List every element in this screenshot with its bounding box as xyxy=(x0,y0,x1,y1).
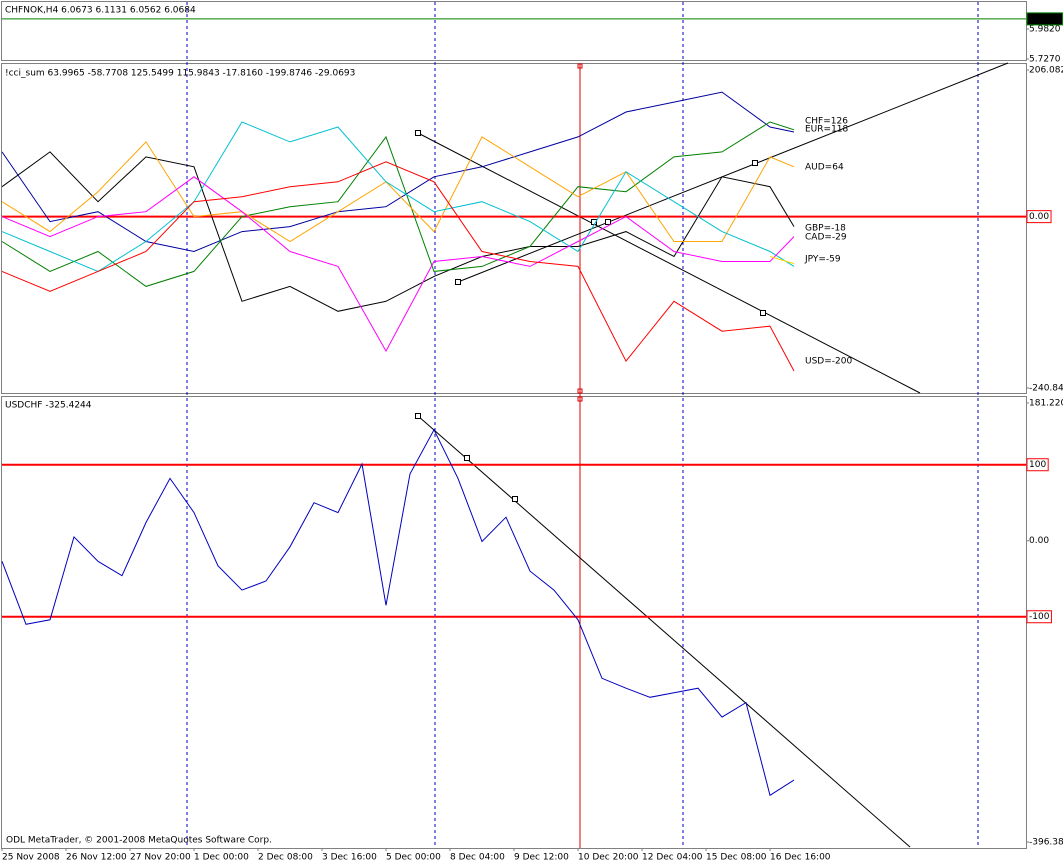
series-line xyxy=(1,121,795,272)
x-tick-label: 1 Dec 00:00 xyxy=(194,853,249,863)
x-tick-label: 10 Dec 20:00 xyxy=(578,853,639,863)
x-tick-label: 12 Dec 04:00 xyxy=(642,853,703,863)
trend-anchor xyxy=(415,413,421,419)
series-label: CAD=-29 xyxy=(805,233,847,243)
x-tick-label: 26 Nov 12:00 xyxy=(66,853,127,863)
pane-frame xyxy=(1,1,1027,61)
period-separators xyxy=(186,2,979,848)
trend-lines xyxy=(415,62,1009,848)
x-tick-label: 16 Dec 16:00 xyxy=(770,853,831,863)
series-label: AUD=64 xyxy=(805,163,844,173)
x-tick-label: 5 Dec 00:00 xyxy=(386,853,441,863)
series-line xyxy=(1,161,795,372)
trend-anchor xyxy=(605,219,611,225)
y-tick-label: -240.840 xyxy=(1029,384,1063,394)
level-box xyxy=(1026,610,1052,624)
level-box xyxy=(1026,458,1049,472)
pane-title: CHFNOK,H4 6.0673 6.1131 6.0562 6.0684 xyxy=(5,6,196,16)
y-tick-label: 206.0820 xyxy=(1029,66,1063,76)
series-label: GBP=-18 xyxy=(805,224,846,234)
series-label: JPY=-59 xyxy=(804,255,841,265)
vertical-marker xyxy=(577,63,583,848)
x-tick-label: 25 Nov 2008 xyxy=(2,853,60,863)
series-line xyxy=(769,256,795,265)
series-label: USD=-200 xyxy=(805,357,852,367)
y-tick-label: 5.9820 xyxy=(1029,25,1061,35)
level-label: 100 xyxy=(1029,460,1046,470)
y-tick-label: 5.7270 xyxy=(1029,55,1061,65)
x-tick-label: 9 Dec 12:00 xyxy=(514,853,569,863)
pane-title: !cci_sum 63.9965 -58.7708 125.5499 115.9… xyxy=(5,69,355,79)
trend-anchor xyxy=(760,310,766,316)
series-label: EUR=118 xyxy=(805,125,849,135)
y-tick-label: 181.220 xyxy=(1029,399,1063,409)
pane-title: USDCHF -325.4244 xyxy=(5,401,92,411)
trend-anchor xyxy=(512,496,518,502)
series-line xyxy=(1,136,795,243)
x-tick-label: 15 Dec 08:00 xyxy=(706,853,767,863)
x-tick-label: 27 Nov 20:00 xyxy=(130,853,191,863)
level-label: 0.00 xyxy=(1029,212,1049,222)
x-tick-label: 8 Dec 04:00 xyxy=(450,853,505,863)
x-tick-label: 2 Dec 08:00 xyxy=(258,853,313,863)
pane-frame xyxy=(1,63,1027,394)
y-tick-label: 0.00 xyxy=(1029,536,1049,546)
series-line xyxy=(1,121,795,287)
series-line xyxy=(1,91,795,253)
trend-anchor xyxy=(464,455,470,461)
trend-anchor xyxy=(415,130,421,136)
series-line xyxy=(1,151,795,312)
level-box xyxy=(1026,210,1052,224)
series-label: CHF=126 xyxy=(805,117,848,127)
trend-anchor xyxy=(455,279,461,285)
y-tick-label: -396.381 xyxy=(1029,838,1063,848)
level-label: 6.0684 xyxy=(1029,14,1061,24)
level-label: -100 xyxy=(1029,612,1050,622)
series-line xyxy=(1,428,795,797)
copyright: ODL MetaTrader, © 2001-2008 MetaQuotes S… xyxy=(6,836,272,846)
x-tick-label: 3 Dec 16:00 xyxy=(322,853,377,863)
trend-anchor xyxy=(752,160,758,166)
series-line xyxy=(1,176,795,353)
